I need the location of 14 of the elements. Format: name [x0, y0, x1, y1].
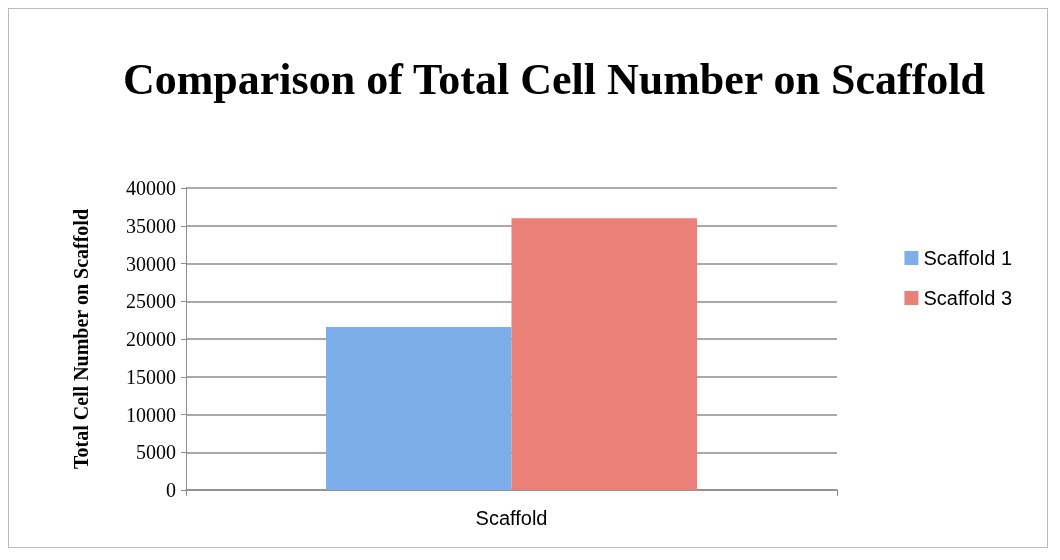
y-tick-label: 35000 [126, 214, 176, 237]
y-axis-title: Total Cell Number on Scaffold [70, 208, 92, 470]
chart-title: Comparison of Total Cell Number on Scaffold [122, 54, 986, 104]
y-tick-label: 10000 [126, 403, 176, 426]
y-tick-label: 30000 [126, 252, 176, 275]
y-tick-label: 40000 [126, 177, 176, 199]
y-tick-label: 20000 [126, 328, 176, 350]
y-tick-label: 25000 [126, 290, 176, 313]
legend-label: Scaffold 3 [923, 287, 1013, 309]
x-tick-label: Scaffold [475, 507, 548, 529]
y-tick-label: 0 [166, 479, 176, 501]
y-tick-label: 15000 [126, 365, 176, 388]
legend-label: Scaffold 1 [923, 247, 1013, 269]
y-tick-label: 5000 [136, 441, 176, 464]
